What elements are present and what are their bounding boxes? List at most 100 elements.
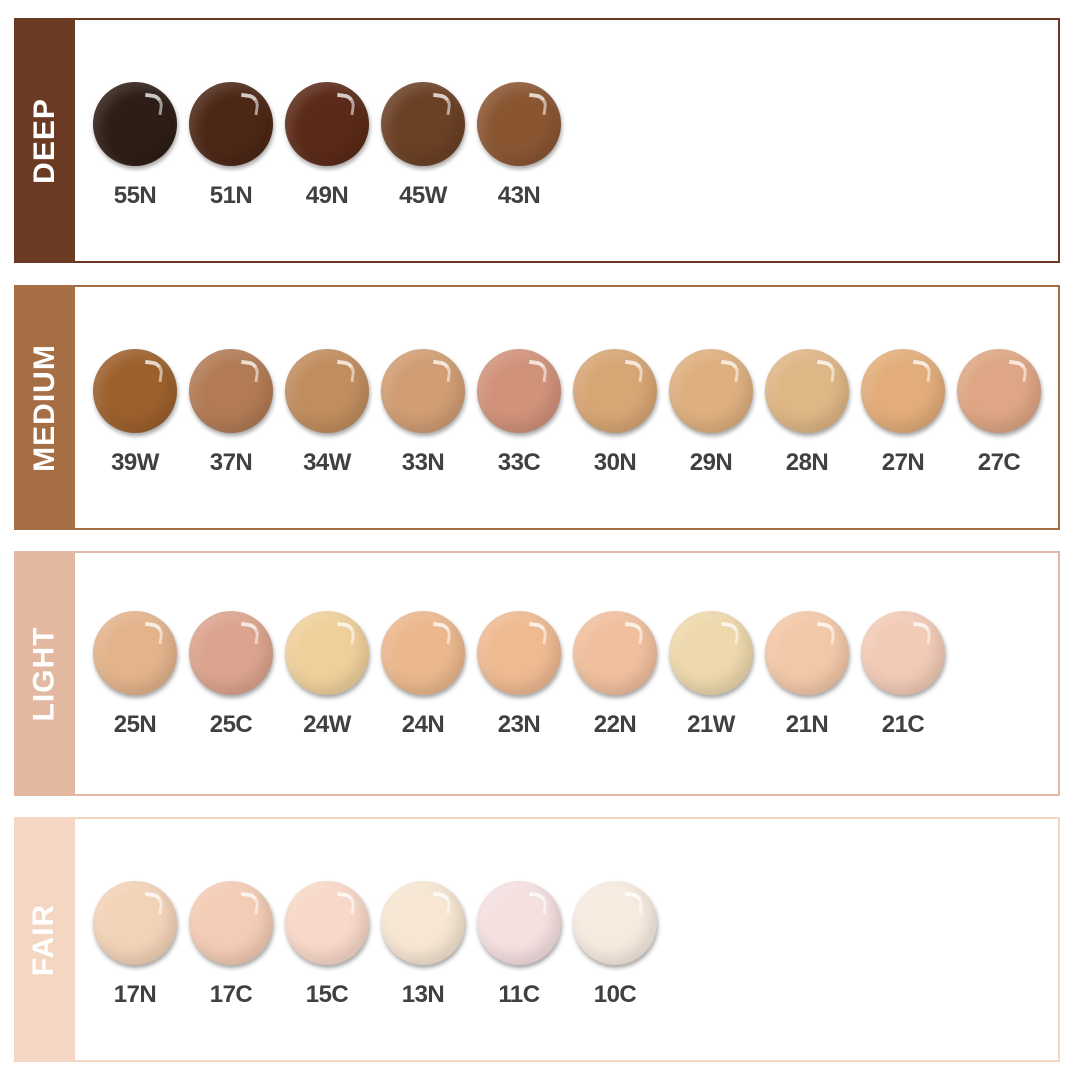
shade-code: 55N	[113, 182, 157, 209]
shade-dot	[285, 881, 369, 965]
shade-code: 37N	[209, 449, 253, 476]
shade-code: 22N	[593, 711, 637, 738]
shade-swatch[interactable]: 11C	[476, 881, 562, 1009]
shade-dot	[93, 611, 177, 695]
shade-group-fair: FAIR 17N 17C 15C 13N 11C 10C	[14, 817, 1060, 1062]
shade-dot	[573, 881, 657, 965]
group-label: MEDIUM	[27, 343, 61, 472]
group-label-bar: FAIR	[14, 817, 75, 1062]
shade-dot	[381, 349, 465, 433]
shade-swatch[interactable]: 33N	[380, 349, 466, 477]
shade-dot	[93, 349, 177, 433]
shade-swatch[interactable]: 33C	[476, 349, 562, 477]
shade-swatch[interactable]: 37N	[188, 349, 274, 477]
shade-dot	[285, 611, 369, 695]
shade-code: 21W	[687, 711, 735, 738]
shade-code: 33C	[497, 449, 541, 476]
shade-swatch[interactable]: 13N	[380, 881, 466, 1009]
shade-swatch[interactable]: 39W	[92, 349, 178, 477]
group-label: LIGHT	[27, 626, 61, 721]
shade-swatch[interactable]: 27N	[860, 349, 946, 477]
shade-dot	[477, 349, 561, 433]
shade-dot	[189, 349, 273, 433]
shade-code: 24W	[303, 711, 351, 738]
shade-dot	[573, 611, 657, 695]
shade-dot	[285, 82, 369, 166]
shade-code: 25C	[209, 711, 253, 738]
shade-code: 27C	[977, 449, 1021, 476]
shade-dot	[861, 611, 945, 695]
shade-swatch[interactable]: 30N	[572, 349, 658, 477]
shade-swatch[interactable]: 21C	[860, 611, 946, 739]
shade-code: 13N	[401, 981, 445, 1008]
shade-code: 21N	[785, 711, 829, 738]
shade-swatch[interactable]: 10C	[572, 881, 658, 1009]
shade-swatch[interactable]: 17C	[188, 881, 274, 1009]
shade-swatch[interactable]: 28N	[764, 349, 850, 477]
shade-code: 15C	[305, 981, 349, 1008]
shade-dot	[381, 881, 465, 965]
shade-dot	[477, 82, 561, 166]
shade-dot	[573, 349, 657, 433]
shade-code: 11C	[498, 981, 540, 1008]
shade-swatch[interactable]: 27C	[956, 349, 1042, 477]
shade-swatch[interactable]: 51N	[188, 82, 274, 210]
shade-dot	[285, 349, 369, 433]
shade-dot	[189, 881, 273, 965]
shade-group-medium: MEDIUM 39W 37N 34W 33N 33C 30N 29N 28N 27N 27C	[14, 285, 1060, 530]
shade-dot	[93, 881, 177, 965]
shade-swatch[interactable]: 24W	[284, 611, 370, 739]
shade-dot	[477, 881, 561, 965]
shade-code: 17C	[209, 981, 253, 1008]
shade-swatch[interactable]: 49N	[284, 82, 370, 210]
shade-code: 43N	[497, 182, 541, 209]
shade-code: 39W	[111, 449, 159, 476]
shade-code: 10C	[593, 981, 637, 1008]
group-label: FAIR	[27, 903, 61, 976]
shade-dot	[669, 611, 753, 695]
shade-swatch[interactable]: 21W	[668, 611, 754, 739]
shade-dot	[669, 349, 753, 433]
shade-swatch[interactable]: 21N	[764, 611, 850, 739]
shade-swatch[interactable]: 43N	[476, 82, 562, 210]
shade-swatch[interactable]: 15C	[284, 881, 370, 1009]
shade-code: 28N	[785, 449, 829, 476]
shade-code: 49N	[305, 182, 349, 209]
shade-dot	[93, 82, 177, 166]
shade-code: 25N	[113, 711, 157, 738]
shade-swatch[interactable]: 29N	[668, 349, 754, 477]
shade-code: 33N	[401, 449, 445, 476]
shade-dot	[765, 349, 849, 433]
shade-swatch[interactable]: 45W	[380, 82, 466, 210]
shade-code: 29N	[689, 449, 733, 476]
shade-code: 45W	[399, 182, 447, 209]
group-label: DEEP	[27, 97, 61, 184]
shade-dot	[189, 611, 273, 695]
shade-swatch[interactable]: 25N	[92, 611, 178, 739]
shade-dot	[957, 349, 1041, 433]
shade-code: 30N	[593, 449, 637, 476]
group-label-bar: MEDIUM	[14, 285, 75, 530]
shade-swatch[interactable]: 17N	[92, 881, 178, 1009]
shade-dot	[381, 82, 465, 166]
shade-group-deep: DEEP 55N 51N 49N 45W 43N	[14, 18, 1060, 263]
shade-swatch[interactable]: 25C	[188, 611, 274, 739]
shade-group-light: LIGHT 25N 25C 24W 24N 23N 22N 21W 21N 21C	[14, 551, 1060, 796]
group-label-bar: LIGHT	[14, 551, 75, 796]
shade-code: 23N	[497, 711, 541, 738]
shade-code: 51N	[209, 182, 253, 209]
shade-code: 21C	[881, 711, 925, 738]
shade-code: 24N	[401, 711, 445, 738]
shade-dot	[861, 349, 945, 433]
shade-code: 34W	[303, 449, 351, 476]
shade-code: 27N	[881, 449, 925, 476]
shade-swatch[interactable]: 55N	[92, 82, 178, 210]
shade-dot	[477, 611, 561, 695]
shade-swatch[interactable]: 24N	[380, 611, 466, 739]
shade-swatch[interactable]: 34W	[284, 349, 370, 477]
shade-swatch[interactable]: 23N	[476, 611, 562, 739]
shade-dot	[189, 82, 273, 166]
shade-dot	[381, 611, 465, 695]
group-label-bar: DEEP	[14, 18, 75, 263]
shade-swatch[interactable]: 22N	[572, 611, 658, 739]
